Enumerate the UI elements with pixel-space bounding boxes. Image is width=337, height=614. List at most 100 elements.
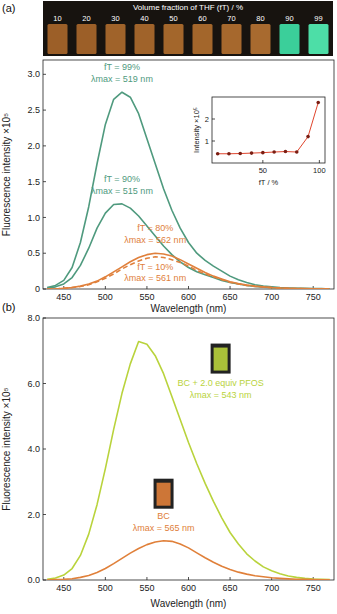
x-tick-label: 550 (139, 292, 154, 302)
x-tick-label: 650 (223, 292, 238, 302)
vial-label: 40 (140, 14, 148, 23)
series-annotation: BC + 2.0 equiv PFOS (177, 378, 263, 388)
vial-photo (154, 479, 174, 509)
x-tick (319, 160, 320, 163)
x-tick-label: 750 (306, 292, 321, 302)
vial (77, 24, 97, 54)
plot-frame (43, 318, 334, 580)
y-axis-title: Intensity ×10⁵ (192, 107, 201, 153)
vial-label: 70 (227, 14, 235, 23)
x-tick (262, 160, 263, 163)
x-tick-label: 600 (181, 292, 196, 302)
vial-label: 50 (169, 14, 177, 23)
y-tick-label: 0.5 (27, 248, 40, 258)
x-tick-label: 100 (313, 166, 326, 175)
series-line (47, 253, 330, 289)
series-line (218, 103, 319, 154)
x-tick (188, 286, 189, 289)
chart-0: 45050055060065070075000.51.01.52.02.53.0… (1, 2, 334, 314)
series-annotation: fT = 99% (104, 62, 140, 72)
plot-frame (212, 97, 325, 163)
x-tick-label: 50 (259, 166, 267, 175)
x-tick (188, 577, 189, 580)
x-tick-label: 650 (223, 583, 238, 593)
series-line (47, 342, 330, 580)
series-marker (295, 150, 299, 154)
data-group (216, 101, 320, 156)
vial (280, 24, 300, 54)
y-tick (43, 514, 46, 515)
series-marker (238, 152, 242, 156)
series-marker (261, 151, 265, 155)
x-tick (105, 577, 106, 580)
vial-label: 30 (111, 14, 119, 23)
y-tick (43, 145, 46, 146)
vial-label: 10 (53, 14, 61, 23)
y-tick (43, 74, 46, 75)
x-tick-label: 450 (56, 292, 71, 302)
chart-1: 5010012fT / %Intensity ×10⁵ (192, 97, 326, 187)
series-annotation: λmax = 565 nm (133, 523, 195, 533)
vial (106, 24, 126, 54)
photo-background (43, 1, 333, 56)
series-annotation: λmax = 562 nm (124, 235, 186, 245)
vial-label: 60 (198, 14, 206, 23)
x-tick-label: 550 (139, 583, 154, 593)
vial (222, 24, 242, 54)
x-tick (146, 286, 147, 289)
vial-photo-liquid (157, 483, 171, 506)
series-annotation: fT = 10% (137, 262, 173, 272)
x-tick-label: 500 (98, 583, 113, 593)
x-axis-title: Wavelength (nm) (151, 303, 227, 314)
data-group (47, 92, 330, 289)
series-line (47, 92, 330, 289)
y-tick-label: 1.0 (27, 213, 40, 223)
vial-label: 20 (82, 14, 90, 23)
x-tick (146, 577, 147, 580)
y-tick-label: 1 (205, 137, 209, 146)
vial (164, 24, 184, 54)
series-annotation: λmax = 561 nm (124, 273, 186, 283)
series-marker (284, 150, 288, 154)
data-group (47, 342, 330, 580)
series-line (47, 541, 330, 580)
y-tick-label: 2.0 (27, 141, 40, 151)
y-tick-label: 8.0 (27, 313, 40, 323)
y-tick (43, 580, 46, 581)
x-tick-label: 750 (306, 583, 321, 593)
y-tick (212, 141, 215, 142)
vial (309, 24, 329, 54)
y-tick (43, 289, 46, 290)
series-annotation: fT = 90% (104, 174, 140, 184)
y-tick (43, 110, 46, 111)
x-tick (230, 286, 231, 289)
y-tick-label: 3.0 (27, 69, 40, 79)
series-annotation: λmax = 515 nm (91, 186, 153, 196)
vial-label: 99 (314, 14, 322, 23)
x-tick-label: 600 (181, 583, 196, 593)
x-axis-title: Wavelength (nm) (151, 598, 227, 609)
vial (193, 24, 213, 54)
vial-photo (211, 344, 231, 374)
series-marker (227, 152, 231, 156)
y-tick (212, 119, 215, 120)
x-axis-title: fT / % (259, 178, 279, 187)
y-tick-label: 4.0 (27, 444, 40, 454)
x-tick-label: 450 (56, 583, 71, 593)
x-tick (230, 577, 231, 580)
series-marker (316, 101, 320, 105)
y-tick (43, 318, 46, 319)
y-tick (43, 253, 46, 254)
series-marker (272, 150, 276, 154)
y-tick (43, 449, 46, 450)
plot-frame (43, 60, 334, 289)
y-axis-title: Fluorescence intensity ×10⁵ (1, 387, 12, 510)
vial-photo-liquid (214, 348, 228, 371)
x-tick (105, 286, 106, 289)
vial (135, 24, 155, 54)
series-annotation: BC (157, 511, 170, 521)
vial (48, 24, 68, 54)
vial-label: 80 (256, 14, 264, 23)
series-annotation: λmax = 519 nm (91, 74, 153, 84)
figure: Volume fraction of THF (fT) / %102030405… (0, 0, 337, 614)
